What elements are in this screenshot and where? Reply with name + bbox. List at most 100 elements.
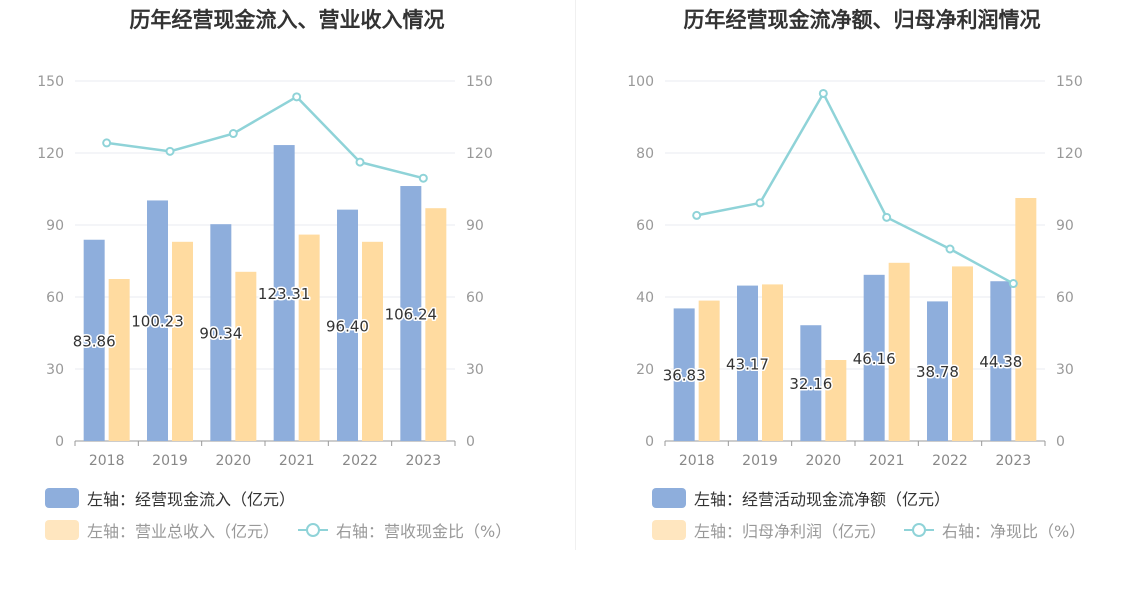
bar-series-2[interactable]	[235, 271, 257, 441]
chart-title: 历年经营现金流净额、归母净利润情况	[683, 8, 1041, 32]
bar-series-1[interactable]	[863, 274, 885, 441]
bar-series-2[interactable]	[762, 284, 783, 441]
legend-label: 左轴：营业总收入（亿元）	[87, 522, 280, 541]
y-tick-left: 80	[636, 146, 654, 162]
bar-series-2[interactable]	[172, 241, 193, 441]
bar-series-2[interactable]	[1015, 198, 1037, 441]
y-tick-left: 40	[636, 290, 654, 306]
legend-item-series-1[interactable]: 左轴：经营现金流入（亿元）	[45, 486, 295, 510]
y-tick-left: 150	[37, 74, 64, 90]
legend-label: 左轴：经营活动现金流净额（亿元）	[694, 490, 951, 509]
chart-area: 0 0 30 30 60 60 90 90 120 120 150 150 2018 2019 2020 20…	[37, 74, 493, 469]
data-label: 106.24	[385, 306, 438, 324]
bar-series-2[interactable]	[298, 234, 320, 441]
chart-area: 0 0 20 30 40 60 60 90 80 120 100 150 2018 2019 2020 202…	[627, 74, 1083, 469]
bar-series-2[interactable]	[425, 208, 447, 441]
line-point[interactable]	[418, 173, 428, 183]
line-point[interactable]	[355, 157, 365, 167]
y-tick-left: 90	[46, 218, 64, 234]
y-tick-left: 20	[636, 362, 654, 378]
x-tick-label: 2020	[216, 453, 252, 469]
legend-swatch-blue	[652, 488, 686, 508]
x-tick-label: 2018	[679, 453, 715, 469]
bar-series-1[interactable]	[210, 224, 232, 441]
legend-line-marker-icon	[298, 520, 328, 540]
line-point[interactable]	[818, 88, 828, 98]
chart-panel-left: 历年经营现金流入、营业收入情况 0 0 30 30 60 60 90 90 120 120 150 1…	[37, 8, 511, 542]
y-tick-right: 90	[1056, 218, 1074, 234]
bar-series-1[interactable]	[673, 308, 695, 441]
x-tick-label: 2022	[932, 453, 968, 469]
legend-item-series-3[interactable]: 右轴：营收现金比（%）	[298, 518, 511, 542]
y-tick-right: 30	[1056, 362, 1074, 378]
legend-label: 左轴：经营现金流入（亿元）	[87, 490, 296, 509]
legend-swatch-orange	[45, 520, 79, 540]
y-tick-left: 120	[37, 146, 64, 162]
x-tick-label: 2022	[342, 453, 378, 469]
bar-series-2[interactable]	[888, 262, 910, 441]
y-tick-left: 0	[645, 434, 654, 450]
chart-panel-right: 历年经营现金流净额、归母净利润情况 0 0 20 30 40 60 60 90 80 120 100…	[576, 0, 1148, 589]
y-tick-right: 30	[466, 362, 484, 378]
legend-item-series-2[interactable]: 左轴：归母净利润（亿元）	[652, 518, 886, 542]
line-point[interactable]	[102, 138, 112, 148]
bar-series-2[interactable]	[698, 300, 720, 441]
x-tick-label: 2018	[89, 453, 125, 469]
y-tick-left: 0	[55, 434, 64, 450]
line-point[interactable]	[292, 92, 302, 102]
y-tick-left: 60	[636, 218, 654, 234]
line-point[interactable]	[165, 146, 175, 156]
legend-label: 右轴：营收现金比（%）	[336, 522, 512, 541]
y-tick-right: 90	[466, 218, 484, 234]
chart-title: 历年经营现金流入、营业收入情况	[129, 8, 445, 32]
y-tick-right: 60	[466, 290, 484, 306]
data-label: 96.40	[326, 317, 369, 335]
x-tick-label: 2023	[406, 453, 442, 469]
x-tick-label: 2019	[152, 453, 188, 469]
bar-series-2[interactable]	[952, 266, 973, 441]
data-label: 43.17	[726, 355, 769, 373]
y-tick-right: 150	[1056, 74, 1083, 90]
y-tick-left: 100	[627, 74, 654, 90]
bar-series-1[interactable]	[147, 200, 168, 441]
x-tick-label: 2020	[806, 453, 842, 469]
panel-divider	[575, 0, 576, 550]
bar-series-1[interactable]	[83, 239, 105, 441]
data-label: 100.23	[131, 313, 184, 331]
data-label: 36.83	[663, 367, 706, 385]
legend-item-series-2[interactable]: 左轴：营业总收入（亿元）	[45, 518, 279, 542]
legend-item-series-3[interactable]: 右轴：净现比（%）	[904, 518, 1085, 542]
line-point[interactable]	[882, 212, 892, 222]
bar-series-2[interactable]	[108, 279, 130, 441]
legend-label: 右轴：净现比（%）	[942, 522, 1086, 541]
bar-series-1[interactable]	[273, 145, 295, 441]
data-label: 90.34	[199, 325, 242, 343]
bar-series-1[interactable]	[800, 325, 822, 441]
legend-item-series-1[interactable]: 左轴：经营活动现金流净额（亿元）	[652, 486, 950, 510]
line-point[interactable]	[945, 244, 955, 254]
legend-swatch-orange	[652, 520, 686, 540]
line-point[interactable]	[1008, 279, 1018, 289]
y-tick-left: 30	[46, 362, 64, 378]
bar-series-2[interactable]	[825, 360, 847, 441]
bar-series-1[interactable]	[927, 301, 948, 441]
y-tick-right: 120	[466, 146, 493, 162]
bar-series-1[interactable]	[400, 186, 422, 441]
x-tick-label: 2019	[742, 453, 778, 469]
bar-series-1[interactable]	[337, 209, 358, 441]
legend-swatch-blue	[45, 488, 79, 508]
line-point[interactable]	[755, 198, 765, 208]
y-tick-left: 60	[46, 290, 64, 306]
y-tick-right: 150	[466, 74, 493, 90]
data-label: 44.38	[979, 353, 1022, 371]
bar-series-1[interactable]	[990, 281, 1012, 441]
line-point[interactable]	[228, 129, 238, 139]
bar-series-1[interactable]	[737, 285, 758, 441]
y-tick-right: 0	[1056, 434, 1065, 450]
legend-line-marker-icon	[904, 520, 934, 540]
bar-series-2[interactable]	[362, 241, 383, 441]
data-label: 46.16	[853, 350, 896, 368]
line-point[interactable]	[692, 210, 702, 220]
y-tick-right: 120	[1056, 146, 1083, 162]
data-label: 38.78	[916, 363, 959, 381]
